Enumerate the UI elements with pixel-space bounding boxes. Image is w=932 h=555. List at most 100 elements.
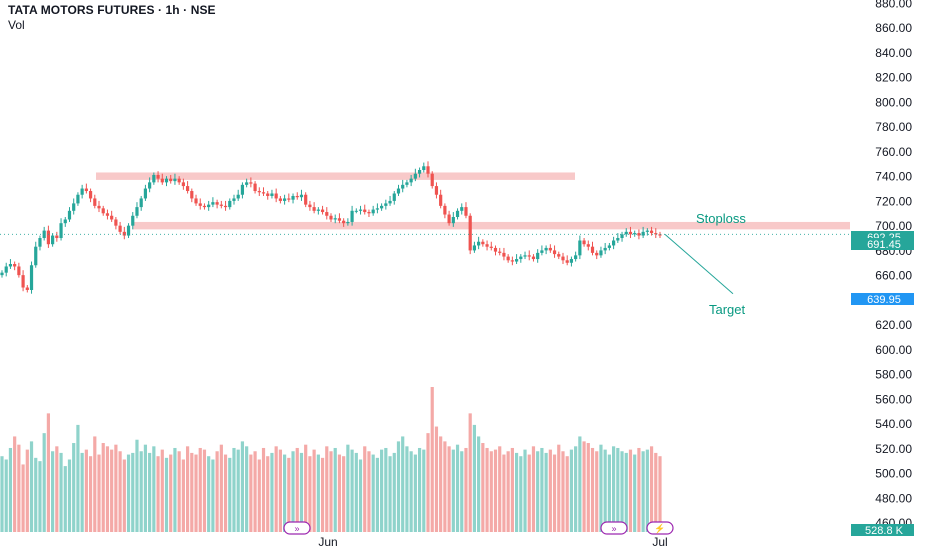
volume-bar <box>624 452 628 532</box>
volume-bar <box>481 443 485 532</box>
volume-bar <box>46 413 50 532</box>
volume-bar <box>0 456 4 532</box>
volume-bar <box>464 447 468 532</box>
candle <box>447 210 451 226</box>
candle <box>88 188 93 203</box>
candle-body <box>426 166 430 174</box>
candle-body <box>177 178 181 183</box>
candle <box>266 191 270 200</box>
volume-bar <box>118 451 122 532</box>
candle-body <box>384 203 388 206</box>
volume-bar <box>489 451 493 532</box>
volume-bar <box>645 449 649 532</box>
candle-body <box>380 205 384 209</box>
volume-bar <box>266 456 270 532</box>
candle <box>228 198 232 210</box>
volume-bar <box>417 447 422 532</box>
candle <box>304 192 308 208</box>
candle-body <box>561 256 565 261</box>
candle <box>637 229 641 240</box>
candle <box>84 183 88 194</box>
candle-body <box>59 223 63 239</box>
event-marker-glyph: » <box>611 524 616 534</box>
candle <box>502 247 506 261</box>
candle <box>396 184 401 196</box>
volume-bar <box>67 459 72 532</box>
volume-bar <box>257 459 261 532</box>
volume-bar <box>173 447 177 532</box>
candle-body <box>599 250 603 256</box>
price-tick-label: 480.00 <box>875 491 912 505</box>
volume-bar <box>599 444 603 532</box>
candle <box>392 191 396 205</box>
volume-bar <box>177 451 181 532</box>
volume-bar <box>654 452 658 532</box>
candle <box>371 205 375 216</box>
candle-body <box>211 202 215 205</box>
event-marker-pill <box>646 521 674 535</box>
candle-body <box>464 207 468 216</box>
candle <box>51 233 55 247</box>
volume-bar <box>63 466 67 532</box>
volume-bar <box>430 387 434 532</box>
candle-body <box>607 245 611 248</box>
candle <box>536 249 540 263</box>
price-badge-text: 528.8 K <box>865 525 904 537</box>
candle-body <box>232 198 236 201</box>
candle-body <box>299 194 304 198</box>
candle-body <box>118 225 122 232</box>
candle-body <box>0 272 4 276</box>
volume-bar <box>540 447 544 532</box>
candle <box>29 261 34 294</box>
event-marker-icon: ⚡ <box>646 521 674 535</box>
candle <box>612 236 616 250</box>
candle-body <box>616 238 620 241</box>
volume-bar <box>460 451 464 532</box>
candle-body <box>202 205 207 208</box>
volume-bar <box>42 433 46 532</box>
volume-bar <box>274 446 278 532</box>
candle-body <box>641 231 645 236</box>
candle <box>97 200 101 213</box>
volume-bar <box>122 459 126 532</box>
candle <box>4 262 8 277</box>
candle <box>110 210 114 222</box>
volume-bar <box>236 449 240 532</box>
candle-body <box>249 182 253 184</box>
volume-bar <box>514 452 519 532</box>
volume-bar <box>139 451 143 532</box>
volume-bar <box>291 451 295 532</box>
candle <box>569 256 574 267</box>
price-axis: 880.00 860.00 840.00 820.00 800.00 780.00 760.… <box>875 0 912 530</box>
candle <box>308 200 312 211</box>
candle-body <box>215 202 219 205</box>
volume-bar <box>181 459 185 532</box>
candle-body <box>477 241 481 246</box>
candle <box>21 270 25 292</box>
candle-body <box>266 193 270 196</box>
event-marker-pill <box>600 521 628 535</box>
volume-bar <box>350 449 354 532</box>
volume-bar <box>169 454 173 532</box>
volume-bar <box>38 461 42 532</box>
volume-bar <box>363 446 367 532</box>
volume-bar <box>616 447 620 532</box>
chart-legend: TATA MOTORS FUTURES · 1h · NSE Vol <box>8 3 216 32</box>
volume-bar <box>557 444 561 532</box>
candle-body <box>135 207 139 216</box>
volume-bar <box>498 446 502 532</box>
volume-bar <box>531 446 536 532</box>
event-marker-glyph: » <box>294 524 299 534</box>
candle <box>401 179 405 193</box>
volume-bar <box>578 436 582 532</box>
candle <box>358 205 363 215</box>
candle-body <box>88 191 93 199</box>
candle <box>287 193 291 203</box>
candle <box>291 193 295 204</box>
volume-bar <box>105 446 110 532</box>
candle <box>215 199 219 209</box>
volume-bar <box>80 452 84 532</box>
